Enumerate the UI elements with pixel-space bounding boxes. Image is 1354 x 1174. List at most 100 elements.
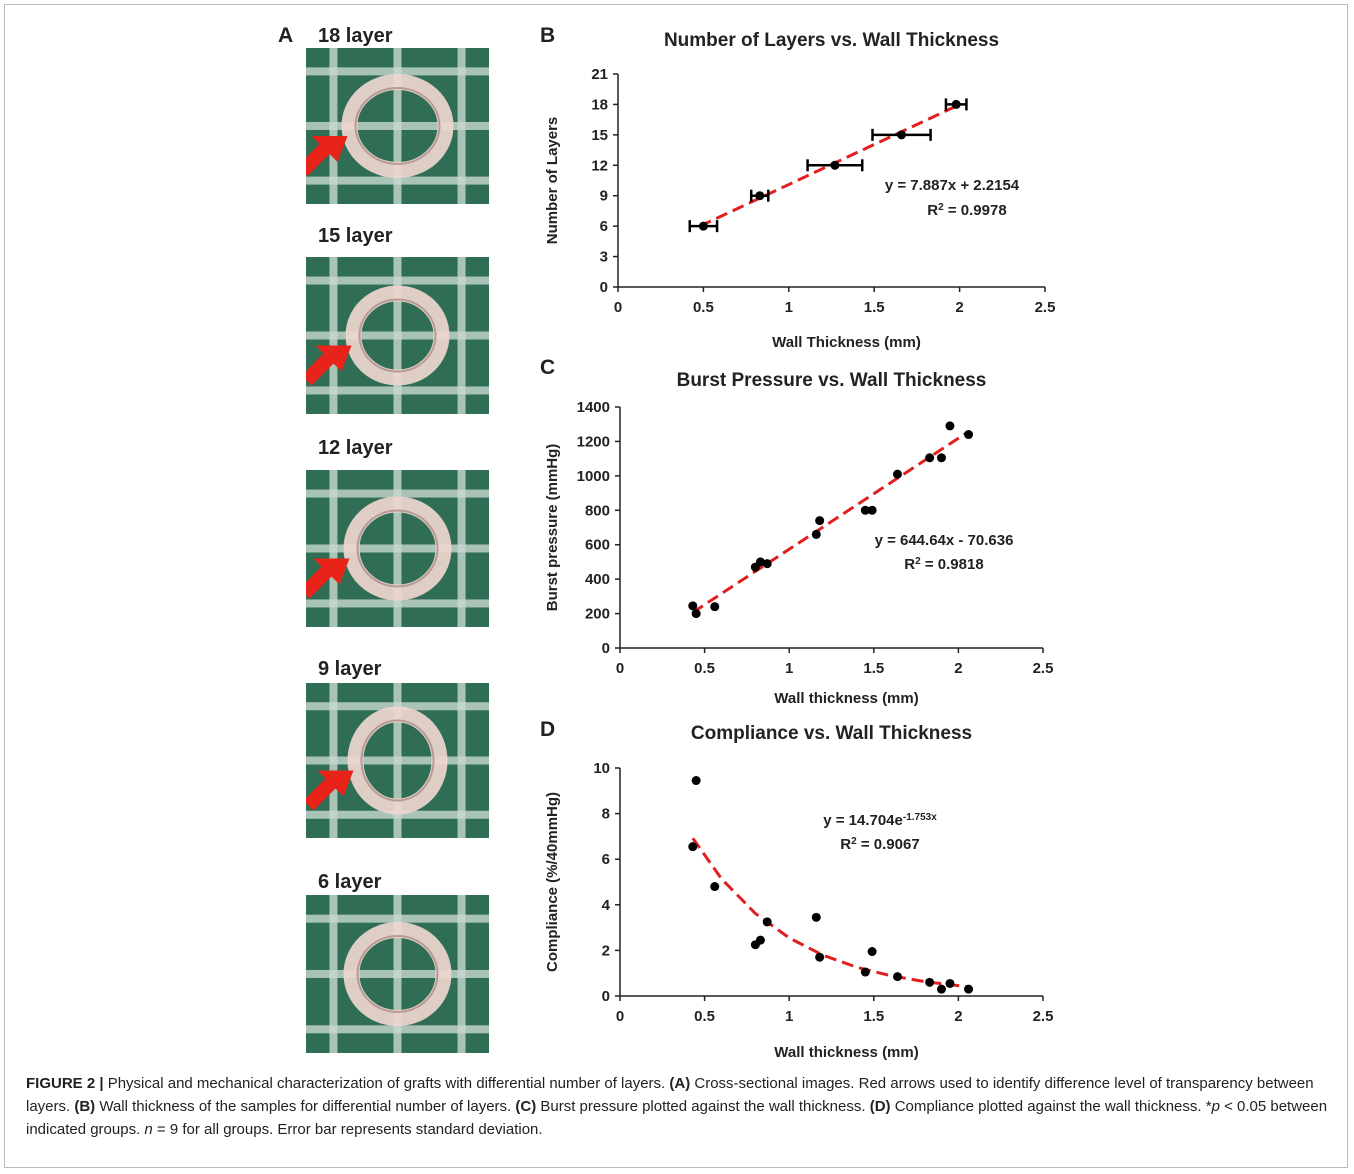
data-point [964,430,974,440]
equation-part: y = 14.704e [823,812,903,829]
y-tick-label: 10 [593,760,610,777]
caption-run: n [144,1121,153,1138]
panel-label: A [278,24,293,47]
graft-ring [347,706,448,815]
photo-grid [457,895,466,1053]
fit-line [691,837,969,989]
red-arrow [306,770,354,811]
y-tick-label: 0 [600,279,608,296]
fit-equation: R2 = 0.9978 [927,202,1006,220]
caption-run: Cross-sectional images. Red arrows used … [26,1075,1318,1115]
equation-part: = 0.9978 [944,202,1007,219]
data-point [860,967,870,977]
data-point [936,453,946,463]
panel-label: D [540,718,555,741]
equation-part: -1.753x [903,812,937,823]
data-point [710,602,720,612]
data-point [867,505,877,515]
x-tick-label: 0.5 [694,660,715,677]
data-point [815,516,825,526]
x-tick-label: 1 [785,299,793,316]
equation-part: 2 [915,556,921,567]
graft-ring-inner [354,87,441,165]
equation-part: R [840,836,851,853]
photo-grid [457,470,466,627]
x-tick-label: 1 [785,660,793,677]
equation-part: = 0.9818 [921,556,984,573]
photo-grid [306,331,489,340]
chart-title: Compliance vs. Wall Thickness [691,723,972,744]
data-point [830,160,840,170]
fit-equation: y = 14.704e-1.753x [823,812,937,830]
y-tick-label: 8 [602,806,610,823]
y-tick-label: 18 [591,96,608,113]
data-point [755,935,765,945]
data-point [892,469,902,479]
caption-run: FIGURE 2 | [26,1075,104,1092]
data-point [691,609,701,619]
data-point [811,529,821,539]
y-axis-label: Burst pressure (mmHg) [544,444,561,612]
red-arrow [306,558,350,599]
y-tick-label: 1200 [577,433,610,450]
equation-part: y = 644.64x - 70.636 [875,532,1014,549]
data-point [892,972,902,982]
x-tick-label: 1.5 [863,1008,884,1025]
photo-grid [306,386,489,395]
photo [306,683,489,838]
caption-run: (D) [869,1098,891,1115]
y-tick-label: 200 [585,606,610,623]
chart-title: Number of Layers vs. Wall Thickness [664,30,999,51]
equation-part: R [927,202,938,219]
y-tick-label: 21 [591,66,608,83]
photo-grid [306,176,489,185]
x-tick-label: 2.5 [1035,299,1056,316]
data-point [688,601,698,611]
x-tick-label: 1.5 [864,299,885,316]
graft-ring-inner [356,509,439,588]
graft-ring [343,922,452,1026]
frame [4,4,1348,1168]
x-tick-label: 0.5 [694,1008,715,1025]
x-tick-label: 2.5 [1033,660,1054,677]
figure: A 18 layer 15 layer 12 layer 9 layer 6 layer B… [278,24,1056,1061]
graft-ring [345,285,450,386]
data-point [925,977,935,987]
caption-run: Burst pressure plotted against the wall … [536,1098,870,1115]
y-tick-label: 9 [600,188,608,205]
caption-run: Wall thickness of the samples for differ… [95,1098,516,1115]
data-point [688,842,698,852]
y-tick-label: 0 [602,640,610,657]
x-tick-label: 2 [954,1008,962,1025]
y-tick-label: 600 [585,537,610,554]
fit-equation: R2 = 0.9818 [904,556,983,574]
caption-run: (C) [515,1098,537,1115]
graft-ring [341,74,454,178]
data-point [710,882,720,892]
photo-grid [306,599,489,608]
equation-part: R [904,556,915,573]
data-point [945,978,955,988]
y-tick-label: 2 [602,942,610,959]
x-tick-label: 0 [614,299,622,316]
photo-label: 9 layer [318,658,382,680]
x-tick-label: 1 [785,1008,793,1025]
y-tick-label: 400 [585,571,610,588]
y-tick-label: 1400 [577,399,610,416]
photo-grid [306,1025,489,1034]
x-tick-label: 2.5 [1033,1008,1054,1025]
caption-run: Compliance plotted against the wall thic… [890,1098,1212,1115]
caption-run: p [1211,1098,1220,1115]
y-axis-label: Number of Layers [544,117,561,245]
x-tick-label: 2 [955,299,963,316]
data-point [691,776,701,786]
equation-part: 2 [851,836,857,847]
photo [306,895,489,1053]
y-tick-label: 4 [602,897,611,914]
y-tick-label: 15 [591,127,608,144]
panel-label: B [540,24,555,47]
y-tick-label: 6 [600,218,608,235]
panel-label: C [540,356,555,379]
photo-grid [457,683,466,838]
